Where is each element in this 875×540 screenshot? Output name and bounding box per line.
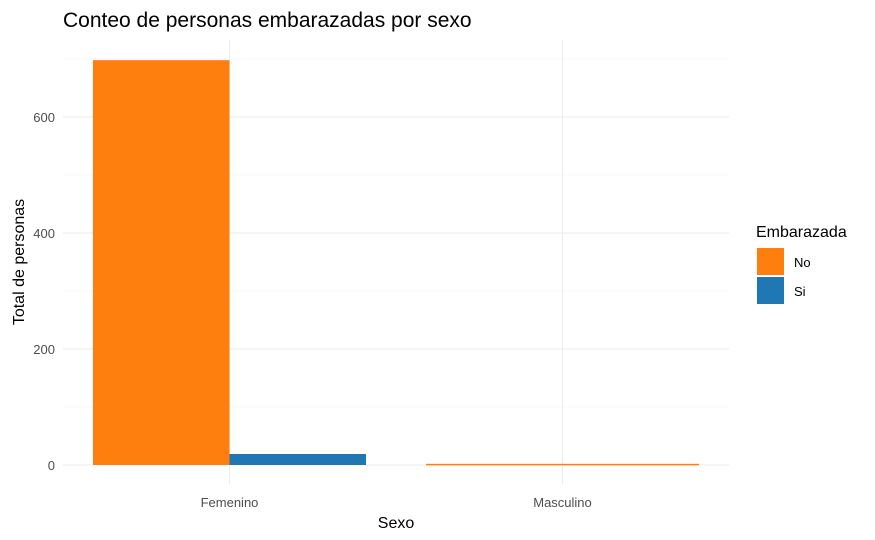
- chart-title: Conteo de personas embarazadas por sexo: [63, 9, 472, 32]
- y-tick-label: 200: [33, 342, 55, 357]
- y-tick-label: 0: [48, 458, 55, 473]
- legend: Embarazada No Si: [756, 224, 847, 304]
- legend-label-no: No: [794, 255, 811, 270]
- bar-femenino-si: [229, 453, 367, 465]
- bars: [92, 60, 700, 466]
- legend-swatch-si: [757, 277, 784, 304]
- legend-items: No Si: [757, 248, 811, 304]
- x-tick-label: Masculino: [533, 495, 592, 510]
- y-axis-title: Total de personas: [11, 199, 28, 325]
- y-tick-labels: 0 200 400 600: [33, 110, 55, 473]
- x-axis-title: Sexo: [378, 515, 415, 532]
- y-tick-label: 400: [33, 226, 55, 241]
- x-tick-labels: Femenino Masculino: [201, 495, 592, 510]
- legend-swatch-no: [757, 248, 784, 275]
- legend-label-si: Si: [794, 284, 806, 299]
- legend-title: Embarazada: [756, 224, 847, 241]
- bar-femenino-no: [92, 60, 230, 465]
- x-tick-label: Femenino: [201, 495, 259, 510]
- bar-masculino-no: [425, 463, 700, 466]
- y-tick-label: 600: [33, 110, 55, 125]
